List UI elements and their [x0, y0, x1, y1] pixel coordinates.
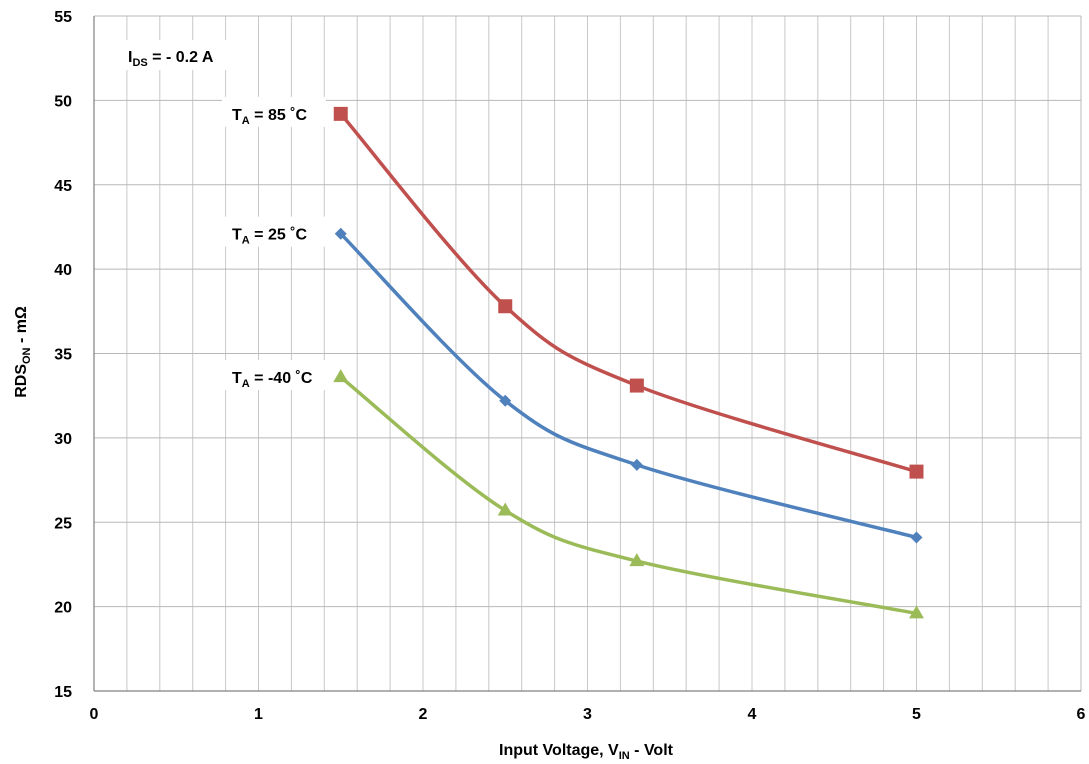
y-tick-label: 15: [54, 684, 72, 701]
triangle-marker: [333, 369, 349, 383]
y-tick-label: 55: [54, 9, 72, 26]
series-line: [339, 375, 917, 616]
y-tick-label: 25: [54, 515, 72, 532]
series-label-bg: [222, 96, 326, 127]
y-tick-label: 45: [54, 178, 72, 195]
square-marker: [629, 378, 644, 393]
y-tick-label: 35: [54, 347, 72, 364]
x-tick-label: 6: [1077, 706, 1086, 723]
diamond-marker: [499, 394, 512, 407]
triangle-marker: [909, 605, 924, 619]
series-label: TA = 25 ˚C: [222, 216, 326, 247]
triangle-marker: [497, 502, 513, 516]
triangle-marker: [629, 553, 645, 567]
square-marker: [333, 106, 348, 121]
current-annotation: IDS = - 0.2 A: [120, 40, 242, 70]
x-tick-label: 5: [912, 706, 921, 723]
series-label: TA = 85 ˚C: [222, 96, 326, 127]
y-tick-label: 50: [54, 93, 72, 110]
series-lines: [333, 106, 924, 619]
diamond-marker: [910, 531, 923, 544]
gridlines: [94, 16, 1081, 691]
x-tick-label: 0: [90, 706, 99, 723]
series-labels: TA = 85 ˚C TA = 25 ˚C TA = -40 ˚C: [222, 96, 326, 391]
x-tick-label: 2: [419, 706, 428, 723]
series-label-text: TA = 25 ˚C: [232, 227, 308, 247]
series-label-bg: [222, 360, 326, 391]
series-label-text: TA = 85 ˚C: [232, 107, 308, 127]
axes: [93, 15, 1082, 692]
series-label-text: TA = -40 ˚C: [232, 370, 313, 390]
y-tick-label: 40: [54, 262, 72, 279]
square-marker: [498, 299, 513, 314]
diamond-marker: [630, 458, 643, 471]
series-line: [339, 232, 917, 540]
x-tick-label: 4: [748, 706, 757, 723]
series-label: TA = -40 ˚C: [222, 360, 326, 391]
series-label-bg: [222, 216, 326, 247]
diamond-marker: [334, 227, 347, 240]
y-tick-label: 30: [54, 431, 72, 448]
square-marker: [909, 464, 924, 479]
y-axis-title: RDSON - mΩ: [13, 306, 33, 398]
svg-text:IDS = - 0.2 A: IDS = - 0.2 A: [128, 49, 214, 69]
x-tick-label: 3: [583, 706, 592, 723]
x-tick-label: 1: [254, 706, 263, 723]
y-tick-label: 20: [54, 600, 72, 617]
x-axis-title: Input Voltage, VIN - Volt: [499, 742, 674, 762]
series-line: [339, 112, 918, 474]
